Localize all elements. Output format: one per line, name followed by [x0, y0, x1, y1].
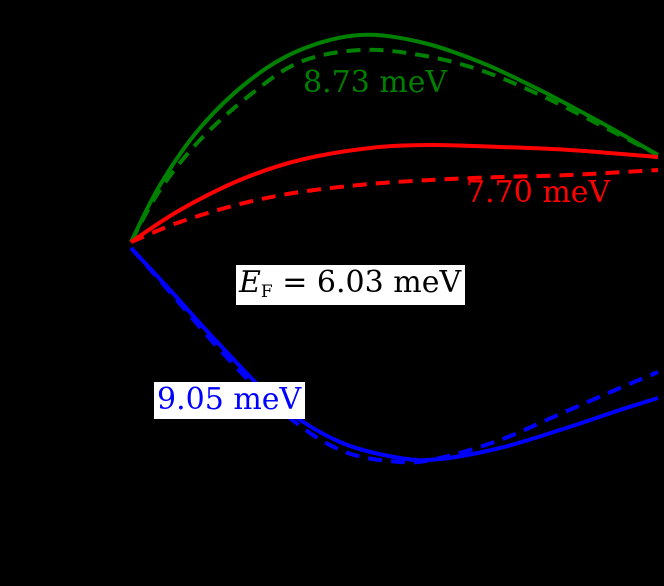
label-blue-band: 9.05 meV — [154, 382, 306, 419]
label-green-band: 8.73 meV — [303, 65, 448, 100]
curve-green-upper-band — [129, 32, 659, 243]
curve-green-upper-band-dashed- — [129, 47, 659, 243]
curve-red-middle-band-dashed- — [130, 168, 659, 244]
curve-red-middle-band — [129, 142, 659, 244]
curve-blue-lower-band-dashed- — [129, 246, 659, 465]
fermi-subscript: F — [260, 282, 273, 302]
curve-blue-lower-band — [129, 246, 659, 463]
label-red-band: 7.70 meV — [466, 175, 611, 210]
fermi-value: = 6.03 meV — [272, 265, 462, 300]
label-fermi-energy: EF = 6.03 meV — [236, 265, 466, 305]
fermi-symbol: E — [239, 265, 261, 300]
